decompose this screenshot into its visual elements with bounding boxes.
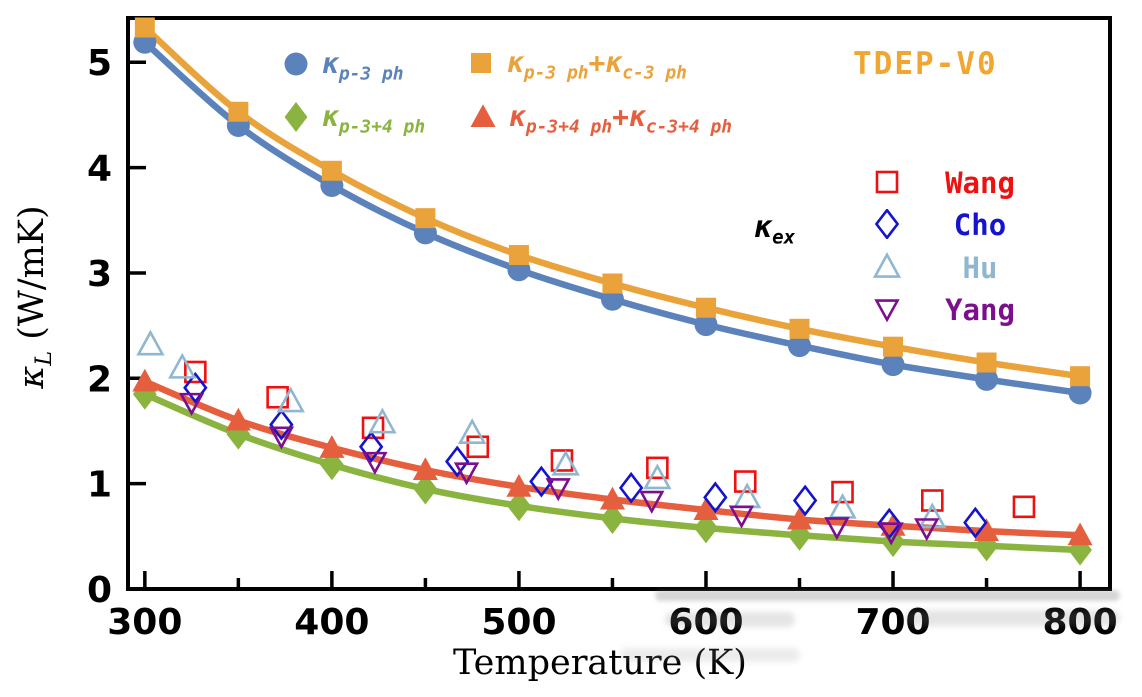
x-tick-labels: 300 400 500 600 700 800 xyxy=(107,602,1117,643)
square-marker-icon xyxy=(466,48,496,78)
svg-text:400: 400 xyxy=(294,602,369,643)
open-square-marker-icon xyxy=(872,167,902,197)
legend-label: κp-3 ph xyxy=(322,47,404,85)
diamond-marker-icon xyxy=(281,101,311,132)
legend-label: Wang xyxy=(945,166,1015,200)
legend-label: Yang xyxy=(945,293,1015,327)
legend-entry-wang: Wang xyxy=(872,166,1067,200)
svg-text:700: 700 xyxy=(855,602,930,643)
kappa-ex-label: κex xyxy=(754,210,796,249)
legend-entry-cho: Cho xyxy=(872,208,1067,242)
svg-text:3: 3 xyxy=(87,254,112,295)
y-axis-title: κL (W/mK) xyxy=(12,205,57,389)
exp-markers-Hu xyxy=(136,329,947,529)
model-markers-1 xyxy=(134,17,1091,387)
legend-entry-p3ph-c3ph: κp-3 ph+κc-3 ph xyxy=(466,46,687,84)
x-axis-title: Temperature (K) xyxy=(453,643,747,683)
model-curve-1 xyxy=(141,24,1084,380)
open-diamond-marker-icon xyxy=(872,208,902,240)
plot-frame xyxy=(126,16,1112,591)
model-markers-3 xyxy=(132,368,1093,546)
svg-text:800: 800 xyxy=(1042,602,1117,643)
svg-text:500: 500 xyxy=(481,602,556,643)
x-axis-ticks xyxy=(143,571,1082,589)
svg-text:300: 300 xyxy=(107,602,182,643)
svg-text:2: 2 xyxy=(87,359,112,400)
y-tick-labels: 0 1 2 3 4 5 xyxy=(87,43,112,611)
legend-label: κp-3+4 ph+κc-3+4 ph xyxy=(509,100,733,138)
legend-entry-p34ph: κp-3+4 ph xyxy=(281,100,426,138)
legend-label: κp-3+4 ph xyxy=(322,100,426,138)
legend-label: Cho xyxy=(953,208,1007,242)
legend-entry-hu: Hu xyxy=(872,251,1067,285)
svg-text:5: 5 xyxy=(87,43,112,84)
y-axis-ticks xyxy=(128,60,146,486)
exp-markers-Wang xyxy=(184,360,1036,519)
svg-text:1: 1 xyxy=(87,465,112,506)
open-triangle-marker-icon xyxy=(872,252,902,282)
tdep-v0-annotation: TDEP-V0 xyxy=(853,46,998,82)
legend-entry-yang: Yang xyxy=(872,293,1067,327)
legend-label: κp-3 ph+κc-3 ph xyxy=(507,46,687,84)
open-triangle-down-marker-icon xyxy=(872,294,902,324)
legend-label: Hu xyxy=(962,251,998,285)
legend-entry-p34ph-c34ph: κp-3+4 ph+κc-3+4 ph xyxy=(468,100,733,138)
svg-text:600: 600 xyxy=(668,602,743,643)
triangle-up-marker-icon xyxy=(468,102,498,132)
model-curve-0 xyxy=(141,38,1084,397)
svg-text:4: 4 xyxy=(87,149,112,190)
exp-markers-Yang xyxy=(178,392,940,546)
legend-entry-p3ph: κp-3 ph xyxy=(281,47,404,85)
circle-marker-icon xyxy=(281,49,311,79)
svg-text:0: 0 xyxy=(87,570,112,611)
